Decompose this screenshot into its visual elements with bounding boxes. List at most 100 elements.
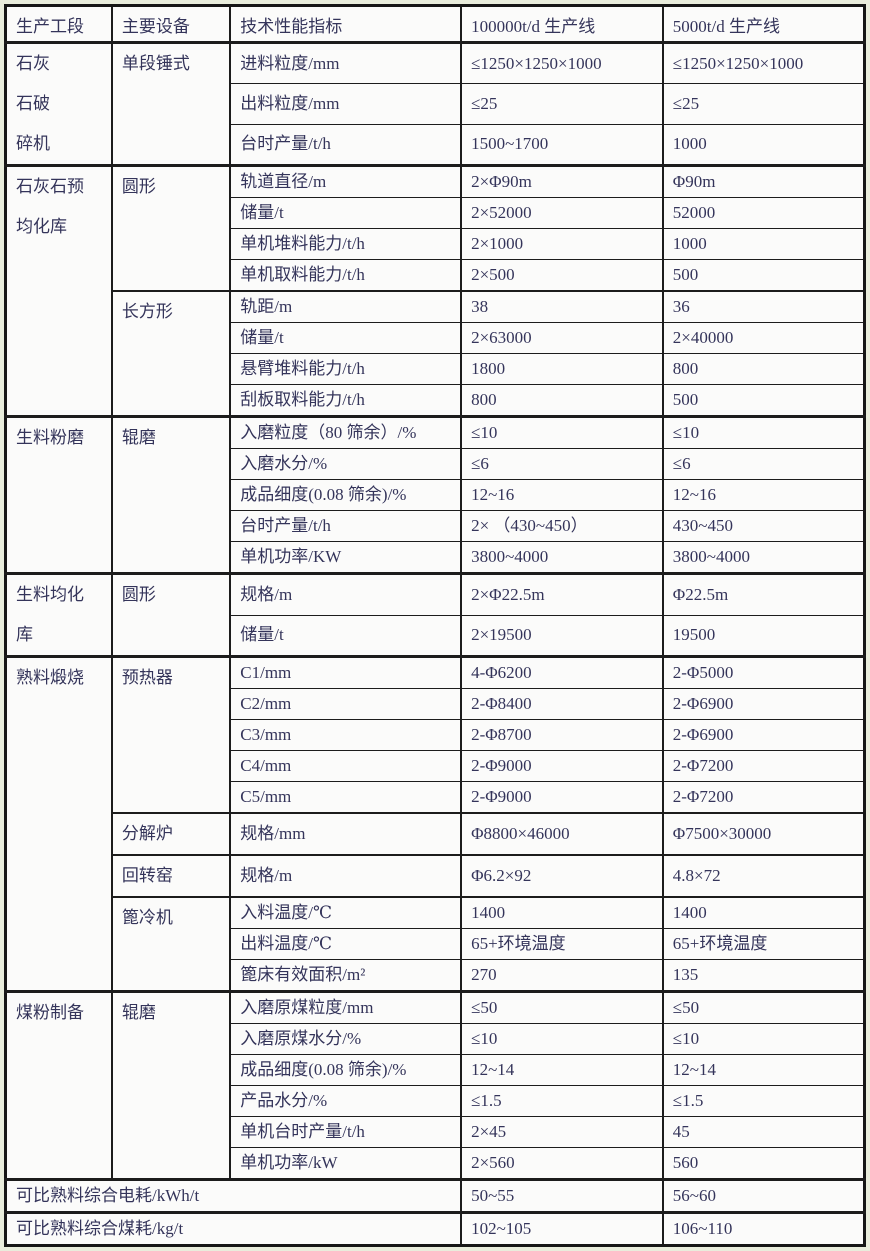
table-row: 储量/t 2×52000 52000: [6, 197, 865, 229]
value-cell-line1: 12~16: [460, 479, 663, 511]
value-cell-line2: 56~60: [661, 1178, 865, 1213]
indicator-cell: 入料温度/℃: [229, 896, 462, 929]
value-cell-line2: 560: [661, 1147, 865, 1180]
value-cell-line1: 1800: [460, 353, 663, 385]
indicator-cell: C4/mm: [229, 750, 462, 782]
value-cell-line2: 2-Φ5000: [661, 655, 865, 689]
indicator-cell: 入磨原煤粒度/mm: [229, 990, 462, 1024]
value-cell-line1: ≤10: [460, 415, 663, 449]
footer-row: 可比熟料综合电耗/kWh/t 50~55 56~60: [4, 1178, 865, 1213]
value-cell-line2: 500: [661, 259, 865, 291]
value-cell-line2: 2-Φ6900: [661, 688, 865, 720]
value-cell-line2: 4.8×72: [661, 854, 865, 897]
value-cell-line2: 3800~4000: [661, 541, 865, 574]
indicator-cell: 入磨粒度（80 筛余）/%: [229, 415, 462, 449]
value-cell-line2: 36: [661, 290, 865, 323]
value-cell-line2: Φ90m: [661, 164, 865, 198]
value-cell-line2: 430~450: [661, 510, 865, 542]
header-row: 生产工段 主要设备 技术性能指标 100000t/d 生产线 5000t/d 生…: [4, 5, 865, 44]
indicator-cell: C5/mm: [229, 781, 462, 813]
value-cell-line1: 2×45: [460, 1116, 663, 1148]
indicator-cell: 储量/t: [229, 614, 462, 657]
table-row: 储量/t 2×63000 2×40000: [6, 322, 865, 354]
table-row: 单机取料能力/t/h 2×500 500: [6, 259, 865, 291]
value-cell-line1: ≤50: [460, 990, 663, 1024]
table-row: 单机堆料能力/t/h 2×1000 1000: [6, 228, 865, 260]
value-cell-line1: 2-Φ8700: [460, 719, 663, 751]
indicator-cell: 规格/mm: [229, 812, 462, 855]
table-row: 储量/t 2×19500 19500: [6, 614, 865, 657]
equipment-cell: 篦冷机: [110, 896, 231, 992]
header-cell-line1: 100000t/d 生产线: [460, 5, 663, 44]
value-cell-line2: 2-Φ6900: [661, 719, 865, 751]
indicator-cell: 成品细度(0.08 筛余)/%: [229, 1054, 462, 1086]
value-cell-line1: ≤10: [460, 1023, 663, 1055]
value-cell-line2: ≤25: [661, 83, 865, 125]
indicator-cell: 成品细度(0.08 筛余)/%: [229, 479, 462, 511]
stage-cell: 生料均化 库: [4, 572, 112, 657]
value-cell-line1: ≤1.5: [460, 1085, 663, 1117]
value-cell-line1: 2×560: [460, 1147, 663, 1180]
indicator-cell: 刮板取料能力/t/h: [229, 384, 462, 417]
value-cell-line1: ≤6: [460, 448, 663, 480]
value-cell-line1: 4-Φ6200: [460, 655, 663, 689]
footer-row: 可比熟料综合煤耗/kg/t 102~105 106~110: [4, 1211, 865, 1246]
table-row: 刮板取料能力/t/h 800 500: [6, 384, 865, 417]
table-row: 分解炉 规格/mm Φ8800×46000 Φ7500×30000: [6, 812, 865, 855]
indicator-cell: C1/mm: [229, 655, 462, 689]
indicator-cell: C3/mm: [229, 719, 462, 751]
indicator-cell: 出料温度/℃: [229, 928, 462, 960]
table-row: 篦冷机 入料温度/℃ 1400 1400: [6, 896, 865, 992]
indicator-cell: 台时产量/t/h: [229, 123, 462, 166]
value-cell-line1: 102~105: [460, 1211, 663, 1246]
indicator-cell: 单机台时产量/t/h: [229, 1116, 462, 1148]
value-cell-line1: 12~14: [460, 1054, 663, 1086]
indicator-cell: 规格/m: [229, 572, 462, 615]
equipment-cell: 分解炉: [110, 812, 231, 855]
indicator-cell: 单机功率/kW: [229, 1147, 462, 1180]
value-cell-line2: 65+环境温度: [661, 928, 865, 960]
value-cell-line1: 2× （430~450）: [460, 510, 663, 542]
indicator-cell: 篦床有效面积/m²: [229, 959, 462, 992]
value-cell-line1: 2×Φ22.5m: [460, 572, 663, 615]
table-row: 篦床有效面积/m² 270 135: [6, 959, 865, 992]
value-cell-line1: ≤1250×1250×1000: [460, 40, 663, 84]
table-row: 长方形 轨距/m 38 36: [6, 290, 865, 417]
table-row: 产品水分/% ≤1.5 ≤1.5: [6, 1085, 865, 1117]
stage-cell: 熟料煅烧: [4, 655, 112, 992]
value-cell-line1: 2×63000: [460, 322, 663, 354]
table-row: C5/mm 2-Φ9000 2-Φ7200: [6, 781, 865, 813]
indicator-cell: 单机功率/KW: [229, 541, 462, 574]
value-cell-line2: Φ7500×30000: [661, 812, 865, 855]
table-row: 悬臂堆料能力/t/h 1800 800: [6, 353, 865, 385]
table-row: 生料均化 库圆形 规格/m 2×Φ22.5m Φ22.5m: [4, 572, 865, 657]
indicator-cell: 出料粒度/mm: [229, 83, 462, 125]
value-cell-line2: 800: [661, 353, 865, 385]
value-cell-line1: 2×19500: [460, 614, 663, 657]
equipment-cell: 圆形: [110, 572, 231, 657]
equipment-cell: 长方形: [110, 290, 231, 417]
value-cell-line1: 2-Φ9000: [460, 750, 663, 782]
header-cell-equipment: 主要设备: [110, 5, 231, 44]
indicator-cell: 台时产量/t/h: [229, 510, 462, 542]
value-cell-line2: 19500: [661, 614, 865, 657]
table-row: 熟料煅烧 预热器 C1/mm 4-Φ6200 2-Φ5000: [4, 655, 865, 992]
table-row: 出料温度/℃ 65+环境温度 65+环境温度: [6, 928, 865, 960]
indicator-cell: 产品水分/%: [229, 1085, 462, 1117]
indicator-cell: 入磨原煤水分/%: [229, 1023, 462, 1055]
value-cell-line1: 50~55: [460, 1178, 663, 1213]
value-cell-line2: ≤10: [661, 415, 865, 449]
value-cell-line2: ≤10: [661, 1023, 865, 1055]
indicator-cell: 轨道直径/m: [229, 164, 462, 198]
value-cell-line2: 2-Φ7200: [661, 781, 865, 813]
equipment-cell: 回转窑: [110, 854, 231, 897]
value-cell-line1: 2-Φ9000: [460, 781, 663, 813]
table-row: 成品细度(0.08 筛余)/% 12~16 12~16: [6, 479, 865, 511]
value-cell-line1: 800: [460, 384, 663, 417]
indicator-cell: 入磨水分/%: [229, 448, 462, 480]
value-cell-line1: 2×1000: [460, 228, 663, 260]
value-cell-line1: Φ8800×46000: [460, 812, 663, 855]
value-cell-line1: Φ6.2×92: [460, 854, 663, 897]
value-cell-line1: 2×Φ90m: [460, 164, 663, 198]
